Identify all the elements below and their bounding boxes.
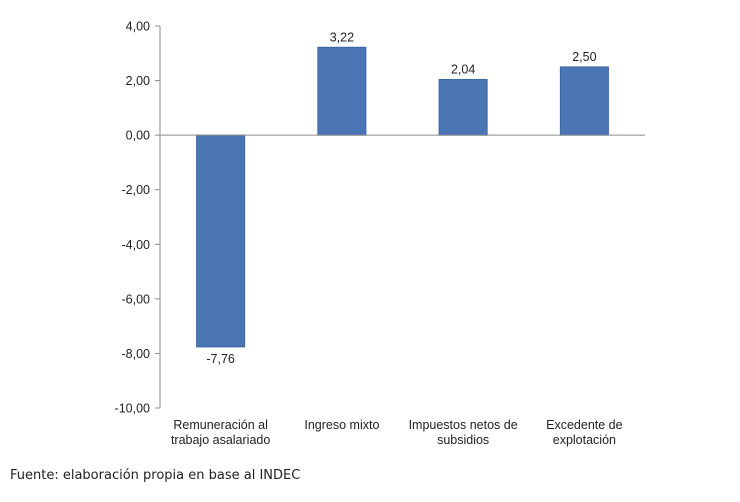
data-label: -7,76 [206,352,235,366]
y-tick-label: -8,00 [122,347,151,361]
category-label: trabajo asalariado [171,433,270,447]
bar [559,66,609,136]
y-tick-label: 4,00 [126,20,150,34]
data-label: 3,22 [330,30,354,44]
data-label: 2,50 [572,50,596,64]
bar [196,134,246,348]
y-tick-label: -6,00 [122,292,151,306]
bar [438,78,488,136]
category-label: Remuneración al [173,418,268,432]
y-tick-label: 2,00 [126,74,150,88]
category-label: subsidios [437,433,489,447]
y-axis: 4,00 2,00 0,00 -2,00 -4,00 -6,00 -8,00 -10,00 [115,20,161,416]
y-tick-label: 0,00 [126,129,150,143]
category-label: Excedente de [546,418,622,432]
y-tick-label: -4,00 [122,238,151,252]
data-label: 2,04 [451,62,475,76]
y-tick-label: -2,00 [122,183,151,197]
bars [196,46,609,348]
bar [317,46,367,136]
category-label: Impuestos netos de [409,418,518,432]
data-labels: -7,76 3,22 2,04 2,50 [206,30,596,366]
y-tick-label: -10,00 [115,402,150,416]
source-note: Fuente: elaboración propia en base al IN… [10,468,301,483]
category-label: explotación [553,433,616,447]
category-label: Ingreso mixto [304,418,379,432]
